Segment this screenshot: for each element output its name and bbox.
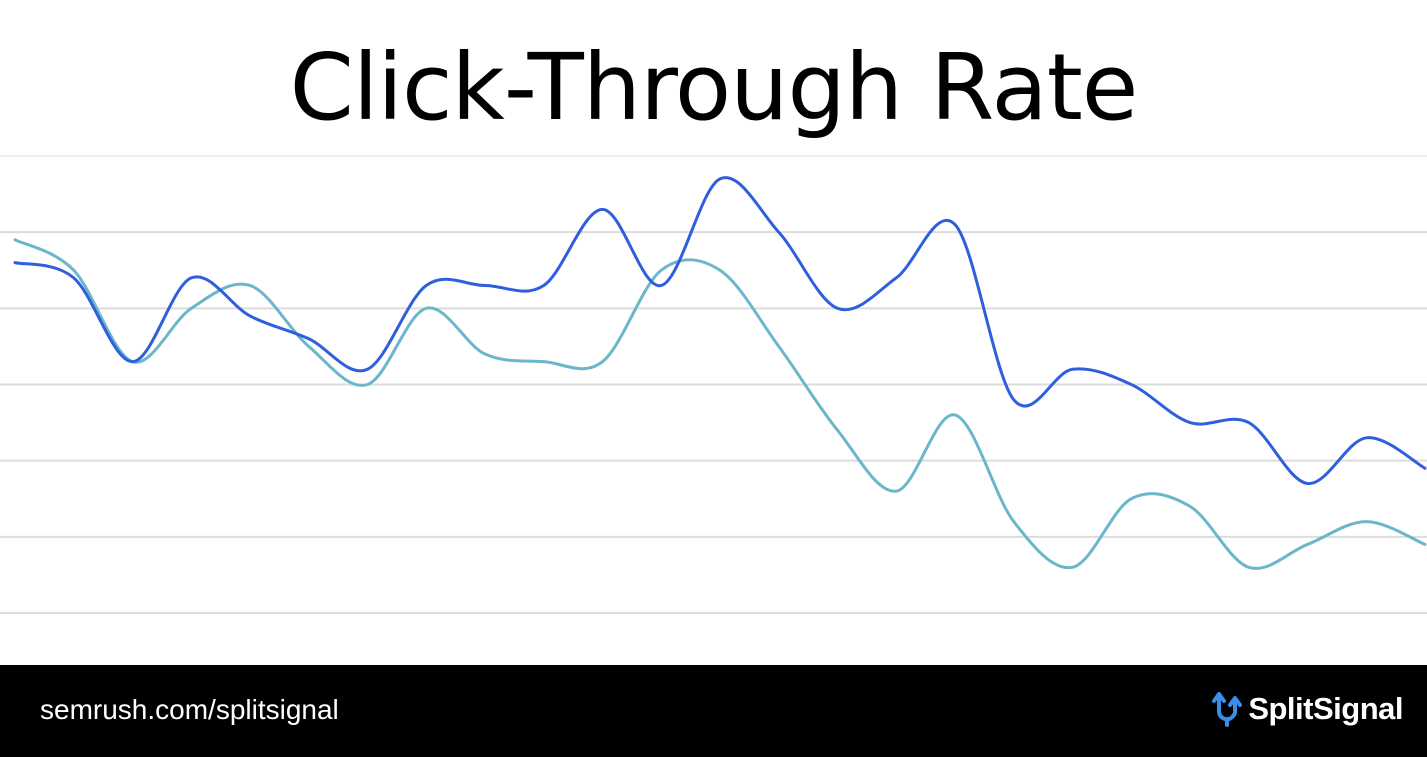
brand-logo: SplitSignal [1212,689,1403,729]
footer-bar: semrush.com/splitsignal SplitSignal [0,665,1427,757]
series-lines [13,176,1427,570]
split-arrows-icon [1212,692,1243,727]
line-chart [0,155,1427,614]
series-line-1 [13,176,1427,486]
brand-name: SplitSignal [1248,691,1403,726]
footer-url[interactable]: semrush.com/splitsignal [40,694,339,725]
grid-lines [0,155,1427,614]
chart-title: Click-Through Rate [289,34,1139,141]
series-line-2 [13,238,1427,570]
